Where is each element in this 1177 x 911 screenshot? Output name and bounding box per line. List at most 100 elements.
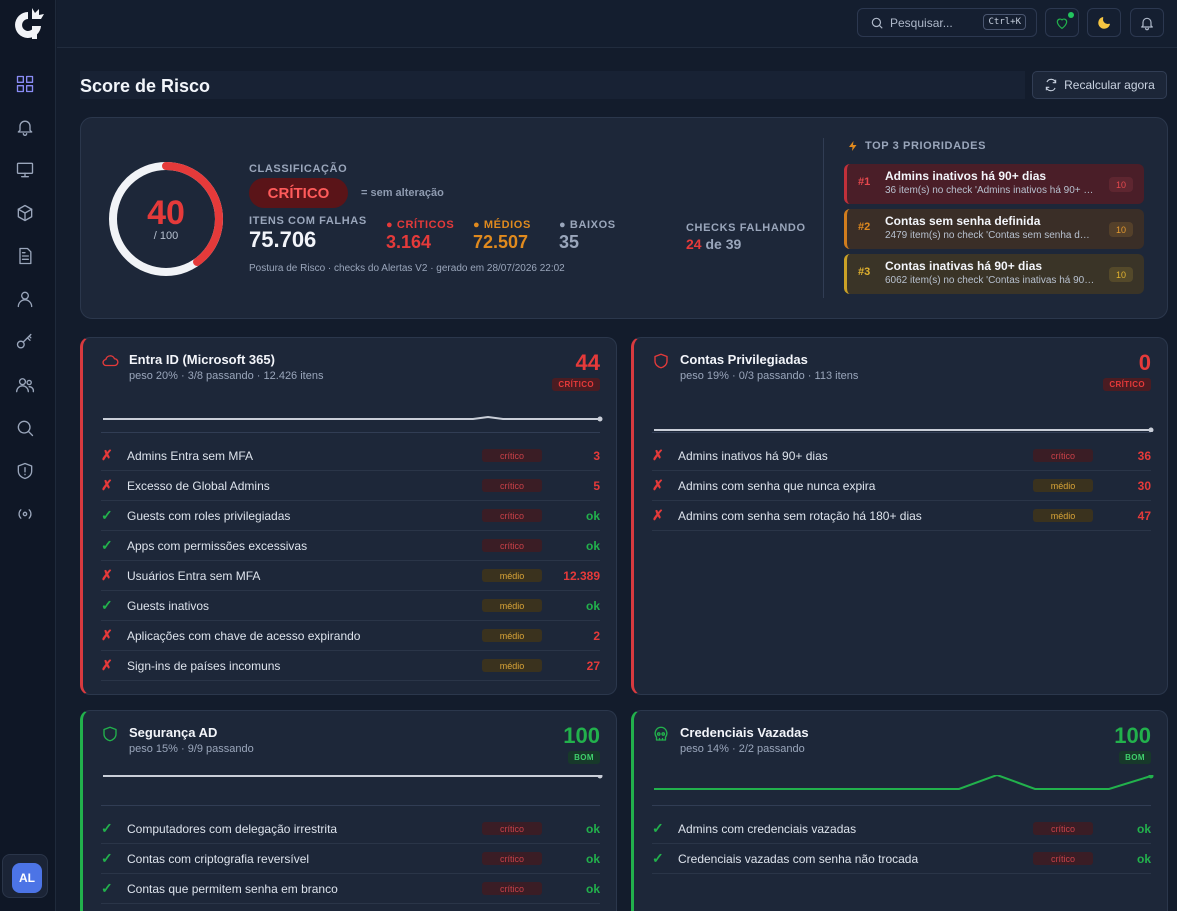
card-score: 44 xyxy=(575,350,600,375)
card-subtitle: peso 14% · 2/2 passando xyxy=(680,743,805,755)
shield-alert-icon[interactable] xyxy=(14,460,36,482)
monitor-icon[interactable] xyxy=(14,159,36,181)
card-score: 100 xyxy=(563,723,600,748)
check-label: Computadores com delegação irrestrita xyxy=(127,821,338,836)
search-icon xyxy=(871,17,883,29)
avatar[interactable]: AL xyxy=(12,863,42,893)
severity-badge: médio xyxy=(482,569,542,582)
check-label: Admins com senha sem rotação há 180+ dia… xyxy=(678,508,922,523)
check-row[interactable]: ✓ Apps com permissões excessivas crítico ok xyxy=(101,531,600,561)
check-row[interactable]: ✗ Admins com senha que nunca expira médio 3… xyxy=(652,471,1151,501)
card-subtitle: peso 15% · 9/9 passando xyxy=(129,743,254,755)
classification-label: CLASSIFICAÇÃO xyxy=(249,163,348,175)
check-row[interactable]: ✗ Admins inativos há 90+ dias crítico 36 xyxy=(652,441,1151,471)
priority-item-3[interactable]: #3 Contas inativas há 90+ dias 6062 item… xyxy=(844,254,1144,294)
priority-item-2[interactable]: #2 Contas sem senha definida 2479 item(s… xyxy=(844,209,1144,249)
severity-badge: crítico xyxy=(482,509,542,522)
check-icon: ✓ xyxy=(652,820,664,836)
health-button[interactable] xyxy=(1045,8,1079,37)
failing-items-value: 75.706 xyxy=(249,227,317,252)
check-row[interactable]: ✗ Admins Entra sem MFA crítico 3 xyxy=(101,441,600,471)
check-label: Admins com senha que nunca expira xyxy=(678,478,876,493)
skull-icon xyxy=(652,725,670,743)
app-logo[interactable] xyxy=(8,4,48,44)
score-value: 40 xyxy=(147,194,185,232)
check-row[interactable]: ✓ Contas com criptografia reversível críti… xyxy=(101,844,600,874)
low-label: ● BAIXOS xyxy=(559,219,616,231)
check-value: ok xyxy=(1136,821,1151,836)
severity-badge: crítico xyxy=(1033,852,1093,865)
check-row[interactable]: ✗ Usuários Entra sem MFA médio 12.389 xyxy=(101,561,600,591)
check-row[interactable]: ✓ Contas que permitem senha em branco crít… xyxy=(101,874,600,904)
check-label: Admins Entra sem MFA xyxy=(127,448,254,463)
category-card-ad[interactable]: Segurança AD peso 15% · 9/9 passando 100… xyxy=(80,710,617,911)
priority-item-1[interactable]: #1 Admins inativos há 90+ dias 36 item(s… xyxy=(844,164,1144,204)
check-icon: ✓ xyxy=(101,880,113,896)
check-value: 12.389 xyxy=(563,568,600,583)
title-bar xyxy=(80,71,1025,99)
check-value: ok xyxy=(585,881,600,896)
check-row[interactable]: ✓ Computadores com delegação irrestrita cr… xyxy=(101,814,600,844)
check-value: ok xyxy=(585,538,600,553)
recalculate-button[interactable]: Recalcular agora xyxy=(1032,71,1167,99)
x-icon: ✗ xyxy=(101,657,113,673)
card-title: Segurança AD xyxy=(129,725,218,740)
broadcast-icon[interactable] xyxy=(14,503,36,525)
x-icon: ✗ xyxy=(101,477,113,493)
search-input[interactable]: Pesquisar... Ctrl+K xyxy=(857,8,1037,37)
card-status-badge: CRÍTICO xyxy=(1103,378,1151,391)
check-row[interactable]: ✗ Sign-ins de países incomuns médio 27 xyxy=(101,651,600,681)
check-label: Sign-ins de países incomuns xyxy=(127,658,281,673)
check-row[interactable]: ✓ Guests inativos médio ok xyxy=(101,591,600,621)
severity-badge: médio xyxy=(1033,509,1093,522)
shield-icon xyxy=(101,725,119,743)
user-icon[interactable] xyxy=(14,288,36,310)
theme-toggle-button[interactable] xyxy=(1087,8,1121,37)
severity-badge: crítico xyxy=(482,852,542,865)
check-row[interactable]: ✗ Aplicações com chave de acesso expirand… xyxy=(101,621,600,651)
bell-icon xyxy=(1141,17,1153,30)
priority-weight-badge: 10 xyxy=(1109,222,1133,237)
category-card-entra[interactable]: Entra ID (Microsoft 365) peso 20% · 3/8 … xyxy=(80,337,617,695)
critical-count: 3.164 xyxy=(386,232,432,252)
category-card-leaked[interactable]: Credenciais Vazadas peso 14% · 2/2 passa… xyxy=(631,710,1168,911)
check-list: ✓ Admins com credenciais vazadas crítico ok… xyxy=(652,814,1151,874)
check-label: Guests inativos xyxy=(127,598,210,613)
search-placeholder: Pesquisar... xyxy=(890,15,953,30)
severity-badge: crítico xyxy=(482,479,542,492)
check-value: ok xyxy=(585,508,600,523)
check-list: ✗ Admins Entra sem MFA crítico 3 ✗ Excesso de… xyxy=(101,441,600,681)
severity-badge: médio xyxy=(482,599,542,612)
user-menu[interactable]: AL xyxy=(2,854,48,898)
sidebar: AL xyxy=(0,0,56,911)
check-row[interactable]: ✓ Credenciais vazadas com senha não troca… xyxy=(652,844,1151,874)
card-title: Contas Privilegiadas xyxy=(680,352,808,367)
check-row[interactable]: ✗ Excesso de Global Admins crítico 5 xyxy=(101,471,600,501)
critical-label: ● CRÍTICOS xyxy=(386,219,455,231)
severity-badge: crítico xyxy=(1033,449,1093,462)
check-row[interactable]: ✗ Admins com senha sem rotação há 180+ di… xyxy=(652,501,1151,531)
x-icon: ✗ xyxy=(101,447,113,463)
check-value: 47 xyxy=(1137,508,1151,523)
trend-sparkline xyxy=(654,775,1154,790)
trend-text: = sem alteração xyxy=(361,187,444,199)
divider xyxy=(101,432,600,433)
severity-badge: crítico xyxy=(482,539,542,552)
check-row[interactable]: ✓ Admins com credenciais vazadas crítico ok xyxy=(652,814,1151,844)
check-value: 2 xyxy=(593,628,600,643)
key-icon[interactable] xyxy=(14,331,36,353)
check-label: Apps com permissões excessivas xyxy=(127,538,308,553)
divider xyxy=(652,432,1151,433)
notifications-button[interactable] xyxy=(1130,8,1164,37)
box-icon[interactable] xyxy=(14,202,36,224)
bell-icon[interactable] xyxy=(14,116,36,138)
check-list: ✓ Computadores com delegação irrestrita cr… xyxy=(101,814,600,904)
bolt-icon xyxy=(849,141,857,151)
dashboard-icon[interactable] xyxy=(14,73,36,95)
search-icon[interactable] xyxy=(14,417,36,439)
document-icon[interactable] xyxy=(14,245,36,267)
users-icon[interactable] xyxy=(14,374,36,396)
search-shortcut: Ctrl+K xyxy=(983,14,1026,30)
check-row[interactable]: ✓ Guests com roles privilegiadas crítico ok xyxy=(101,501,600,531)
category-card-privileged[interactable]: Contas Privilegiadas peso 19% · 0/3 pass… xyxy=(631,337,1168,695)
